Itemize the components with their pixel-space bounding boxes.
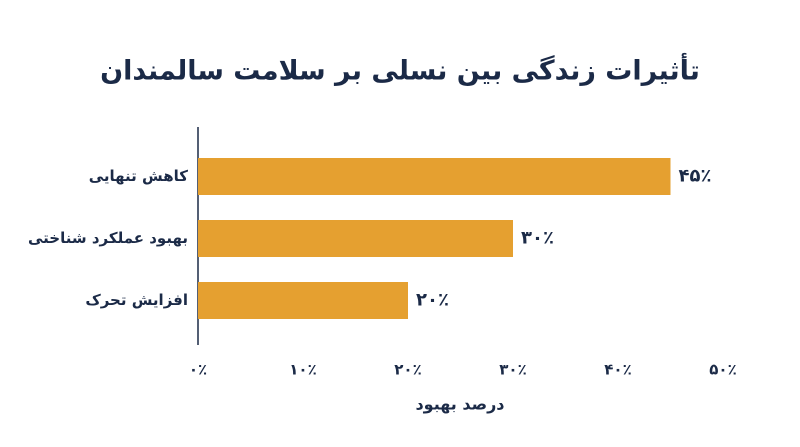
x-tick-label: ۳۰٪ <box>499 361 526 379</box>
value-label: ۲۰٪ <box>416 290 449 311</box>
x-tick-label: ۲۰٪ <box>394 361 421 379</box>
y-tick-label: بهبود عملکرد شناختی <box>28 229 188 247</box>
chart-title: تأثیرات زندگی بین نسلی بر سلامت سالمندان <box>100 53 700 87</box>
x-tick-label: ۰٪ <box>189 361 207 379</box>
bar <box>198 158 671 195</box>
value-label: ۳۰٪ <box>521 228 554 249</box>
y-tick-label: کاهش تنهایی <box>89 167 189 185</box>
bar <box>198 220 513 257</box>
x-tick-label: ۵۰٪ <box>709 361 736 379</box>
y-tick-label: افزایش تحرک <box>85 291 188 309</box>
x-tick-label: ۱۰٪ <box>289 361 316 379</box>
x-axis-label: درصد بهبود <box>415 395 504 414</box>
value-label: ۴۵٪ <box>679 166 712 187</box>
x-tick-label: ۴۰٪ <box>604 361 631 379</box>
bar <box>198 282 408 319</box>
